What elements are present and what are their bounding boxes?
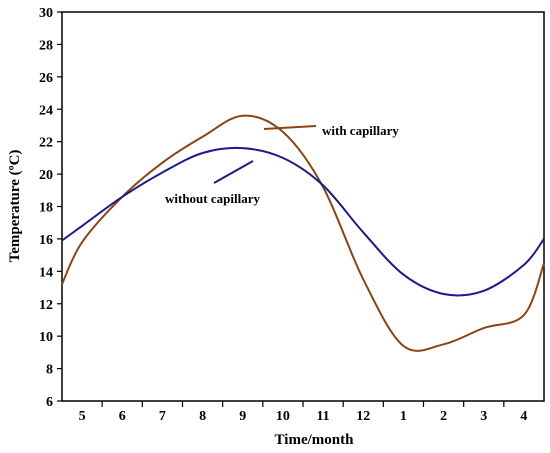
with-capillary-line <box>61 114 545 352</box>
x-tick-label: 8 <box>199 409 206 424</box>
y-tick-label: 14 <box>39 265 53 280</box>
y-axis-title: Temperature (ºC) <box>7 150 23 263</box>
with-capillary-label: with capillary <box>322 123 399 138</box>
annotation-layer: with capillary without capillary <box>165 123 399 206</box>
x-tick-label: 4 <box>520 409 527 424</box>
annotation-leader-line <box>263 125 317 130</box>
series-layer <box>61 114 545 352</box>
x-tick-label: 3 <box>480 409 487 424</box>
y-tick-label: 26 <box>39 71 53 86</box>
x-tick-label: 1 <box>400 409 407 424</box>
x-tick-label: 6 <box>119 409 126 424</box>
x-tick-label: 12 <box>356 409 370 424</box>
without-capillary-label: without capillary <box>165 191 260 206</box>
x-tick-label: 7 <box>159 409 166 424</box>
x-axis: 5 6 7 8 9 10 11 12 1 2 3 4 <box>79 401 527 424</box>
y-tick-label: 10 <box>39 330 53 345</box>
plot-frame <box>61 11 545 402</box>
y-tick-label: 16 <box>39 233 53 248</box>
x-tick-label: 11 <box>316 409 329 424</box>
y-axis: 6 8 10 12 14 16 18 20 22 24 26 28 30 <box>39 6 62 410</box>
y-tick-label: 30 <box>39 6 53 21</box>
y-tick-label: 24 <box>39 103 53 118</box>
x-tick-label: 5 <box>79 409 86 424</box>
y-tick-label: 12 <box>39 298 53 313</box>
y-tick-label: 18 <box>39 201 53 216</box>
y-tick-label: 22 <box>39 136 53 151</box>
y-tick-label: 28 <box>39 38 53 53</box>
without-capillary-line <box>61 146 545 297</box>
y-tick-label: 6 <box>46 395 53 410</box>
x-axis-title: Time/month <box>275 432 355 448</box>
y-tick-label: 20 <box>39 168 53 183</box>
x-tick-label: 2 <box>440 409 447 424</box>
annotation-leader-line <box>213 160 254 184</box>
x-tick-label: 10 <box>276 409 290 424</box>
x-tick-label: 9 <box>239 409 246 424</box>
y-tick-label: 8 <box>46 363 53 378</box>
